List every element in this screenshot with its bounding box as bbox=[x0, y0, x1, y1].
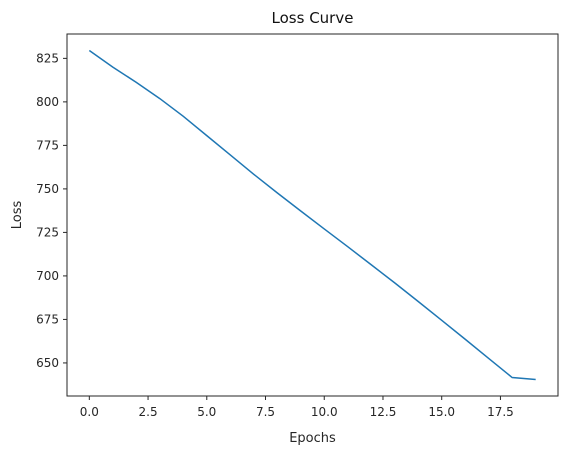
y-tick-label: 700 bbox=[36, 269, 59, 283]
y-tick-label: 650 bbox=[36, 356, 59, 370]
plot-frame bbox=[66, 33, 559, 397]
x-tick-label: 5.0 bbox=[197, 405, 216, 419]
x-axis-label: Epochs bbox=[289, 431, 336, 446]
y-tick-label: 775 bbox=[36, 138, 59, 152]
x-tick-label: 7.5 bbox=[256, 405, 275, 419]
y-tick-label: 675 bbox=[36, 312, 59, 326]
y-tick-label: 825 bbox=[36, 51, 59, 65]
x-tick-label: 15.0 bbox=[428, 405, 455, 419]
x-tick-label: 10.0 bbox=[311, 405, 338, 419]
loss-series-line bbox=[88, 49, 536, 381]
x-tick-label: 17.5 bbox=[487, 405, 514, 419]
y-axis-label: Loss bbox=[10, 201, 25, 230]
x-tick-label: 12.5 bbox=[370, 405, 397, 419]
x-axis: 0.0 2.5 5.0 7.5 10.0 12.5 15.0 17.5 bbox=[80, 396, 514, 419]
y-axis: 650 675 700 725 750 775 800 825 bbox=[36, 51, 67, 370]
chart-title: Loss Curve bbox=[272, 9, 354, 27]
y-tick-label: 750 bbox=[36, 182, 59, 196]
x-tick-label: 0.0 bbox=[80, 405, 99, 419]
plot-area: 0.0 2.5 5.0 7.5 10.0 12.5 15.0 17.5 650 675 700 72… bbox=[36, 33, 559, 419]
y-tick-label: 800 bbox=[36, 95, 59, 109]
y-tick-label: 725 bbox=[36, 225, 59, 239]
x-tick-label: 2.5 bbox=[139, 405, 158, 419]
